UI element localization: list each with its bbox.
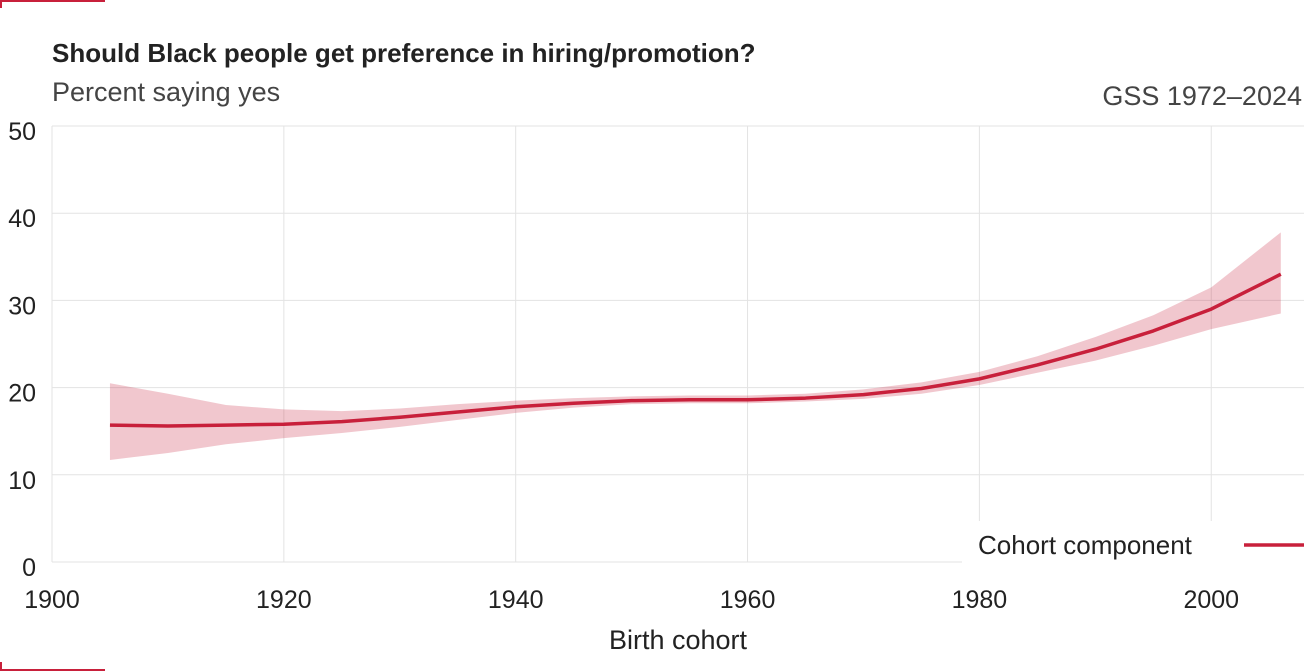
x-tick-label: 1940: [488, 586, 544, 614]
x-tick-label: 1980: [952, 586, 1008, 614]
source: GSS 1972–2024: [1102, 81, 1302, 111]
x-tick-label: 2000: [1183, 586, 1239, 614]
y-tick-label: 10: [8, 467, 36, 495]
subtitle: Percent saying yes: [52, 77, 280, 107]
y-tick-label: 40: [8, 205, 36, 233]
chart-title: Should Black people get preference in hi…: [52, 38, 756, 68]
confidence-band: [109, 232, 1281, 460]
legend-label: Cohort component: [978, 530, 1193, 560]
y-tick-label: 30: [8, 292, 36, 320]
line: [109, 272, 1282, 428]
x-axis-label: Birth cohort: [609, 625, 748, 655]
y-tick-label: 50: [8, 118, 36, 146]
corner-mark: [0, 0, 105, 671]
y-tick-label: 20: [8, 380, 36, 408]
x-tick-label: 1900: [24, 586, 80, 614]
y-tick-label: 0: [22, 554, 36, 582]
x-tick-label: 1920: [256, 586, 312, 614]
x-tick-label: 1960: [720, 586, 776, 614]
